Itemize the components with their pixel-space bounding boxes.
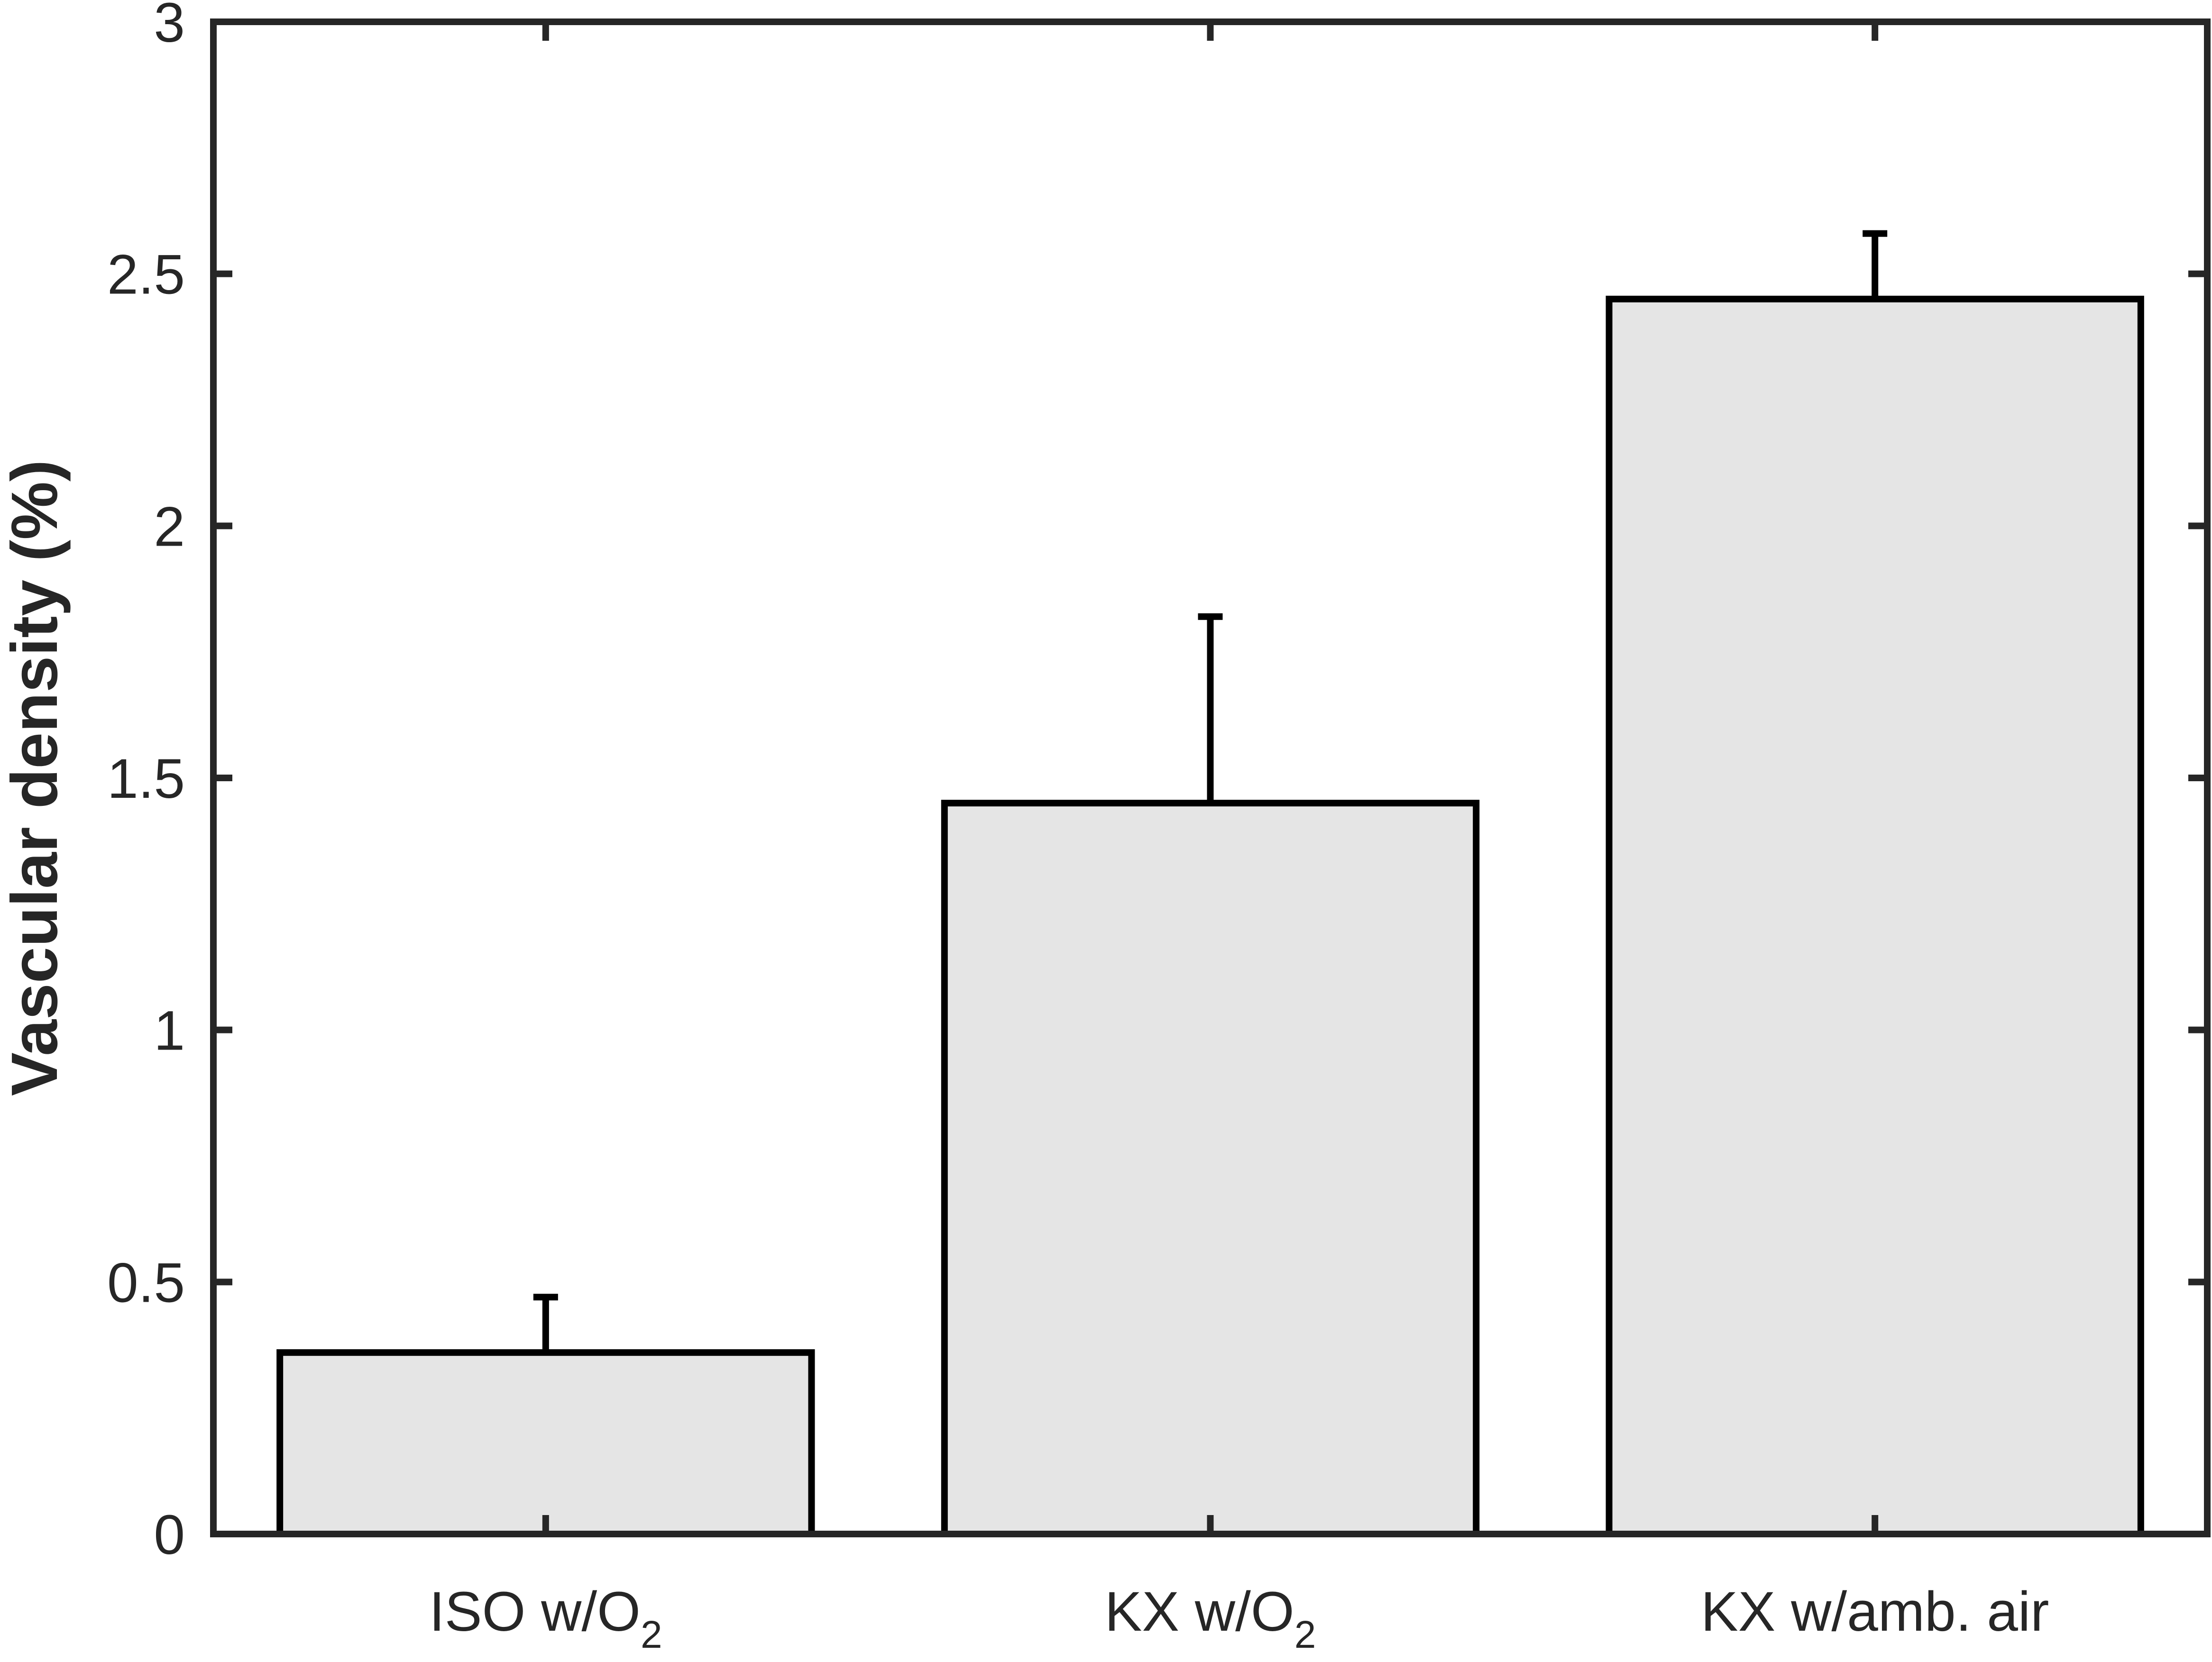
ticks-layer (213, 18, 2207, 1537)
y-tick-label: 2 (154, 495, 185, 558)
y-tick-label: 1 (154, 1000, 185, 1062)
error-bar (1198, 613, 1223, 804)
y-tick-label: 3 (154, 0, 185, 54)
bar (1606, 295, 2144, 1538)
y-tick-label: 0 (154, 1504, 185, 1566)
error-bars-layer (533, 230, 1888, 1353)
error-bar (533, 1294, 558, 1353)
bar (941, 800, 1480, 1537)
y-tick-label: 1.5 (107, 748, 185, 810)
y-tick-label: 2.5 (107, 244, 185, 306)
y-tick-label: 0.5 (107, 1251, 185, 1314)
bars-layer (276, 295, 2144, 1538)
labels-layer: ISO w/O2 KX w/O2 KX w/amb. air 0 0.5 1 1.5 2 2.5… (107, 0, 2049, 1656)
x-tick-label: ISO w/O2 (429, 1580, 662, 1656)
error-bar (1863, 230, 1888, 299)
x-tick-label: KX w/O2 (1105, 1580, 1316, 1656)
y-axis-title: Vascular density (%) (0, 460, 71, 1096)
x-tick-label: KX w/amb. air (1701, 1580, 2049, 1643)
bar (276, 1349, 815, 1537)
